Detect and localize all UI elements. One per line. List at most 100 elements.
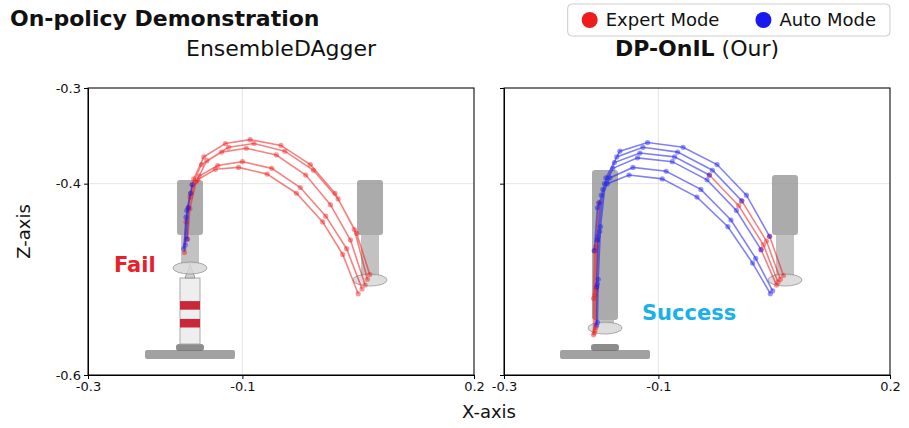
trajectory-point [728, 217, 733, 222]
trajectory-point [308, 162, 313, 167]
trajectory-point [610, 166, 615, 171]
y-axis: -0.3-0.4-0.6 [56, 81, 89, 383]
trajectory-point [282, 149, 287, 154]
trajectory-line [185, 140, 370, 294]
trajectory-point [775, 280, 780, 285]
y-tick-label: -0.4 [56, 176, 81, 191]
trajectory-point [336, 196, 341, 201]
trajectory-point [768, 291, 773, 296]
legend-label: Auto Mode [779, 9, 876, 30]
robot-base-top [176, 344, 204, 351]
trajectory-point [596, 277, 601, 282]
y-tick-mark [84, 375, 88, 376]
grid [504, 88, 890, 375]
y-tick: -0.4 [56, 176, 88, 191]
trajectory-point [739, 198, 744, 203]
series [182, 137, 372, 296]
trajectory-point [645, 140, 650, 145]
trajectory-point [710, 168, 715, 173]
grid-line-x [658, 88, 659, 375]
y-tick-mark [500, 184, 504, 185]
y-axis-title: Z-axis [13, 204, 34, 259]
trajectory-point [698, 187, 703, 192]
trajectory-point [186, 205, 191, 210]
x-axis: -0.3-0.10.2 [492, 375, 901, 394]
trajectory-point [195, 177, 200, 182]
trajectory-point [758, 247, 763, 252]
trajectory-point [596, 234, 601, 239]
trajectory-point [367, 272, 372, 277]
robot-finger [776, 235, 794, 276]
trajectory-point [359, 286, 364, 291]
robot-illustration [145, 180, 387, 359]
trajectory-point [294, 191, 299, 196]
y-tick-mark [84, 184, 88, 185]
trajectory-point [184, 237, 189, 242]
trajectory-point [707, 172, 712, 177]
trajectory-point [183, 215, 188, 220]
x-tick-label: -0.1 [230, 379, 255, 394]
trajectory-point [592, 248, 597, 253]
x-axis-title: X-axis [462, 401, 516, 422]
trajectory-point [612, 160, 617, 165]
trajectory-point [630, 165, 635, 170]
robot-base [560, 350, 650, 359]
trajectory-point [188, 191, 193, 196]
x-axis: -0.3-0.10.2 [76, 375, 485, 394]
x-tick: 0.2 [464, 375, 485, 394]
trajectory-point [181, 246, 186, 251]
tower-stripe [180, 319, 200, 328]
chart: On-policy Demonstration-0.3-0.10.2-0.3-0… [0, 0, 909, 428]
trajectory-point [303, 172, 308, 177]
y-tick [500, 375, 504, 376]
robot-body [357, 180, 383, 235]
trajectory-point [758, 247, 763, 252]
x-tick-label: 0.2 [464, 379, 485, 394]
trajectory-point [595, 320, 600, 325]
trajectory-point [188, 191, 193, 196]
tower-stripe [180, 301, 200, 310]
trajectory-point [244, 146, 249, 151]
trajectory-point [190, 182, 195, 187]
trajectory-point [675, 149, 680, 154]
trajectory-point [605, 181, 610, 186]
trajectory-point [744, 193, 749, 198]
trajectory-line [594, 143, 772, 326]
trajectory-point [204, 158, 209, 163]
x-tick: -0.3 [492, 375, 517, 394]
trajectory-point [320, 219, 325, 224]
trajectory-point [248, 137, 253, 142]
y-tick [500, 184, 504, 185]
trajectory-point [704, 177, 709, 182]
trajectory-point [614, 154, 619, 159]
trajectory-point [660, 176, 665, 181]
trajectory-point [597, 229, 602, 234]
trajectory-point [595, 205, 600, 210]
x-axis-line [505, 376, 891, 380]
trajectory-point [278, 143, 283, 148]
trajectory-point [596, 200, 601, 205]
robot-base-top [591, 344, 619, 351]
trajectory-point [594, 284, 599, 289]
trajectory-point [761, 242, 766, 247]
trajectory-point [635, 155, 640, 160]
plot-background [88, 88, 474, 375]
trajectory-point [251, 141, 256, 146]
trajectory-point [739, 198, 744, 203]
y-tick-mark [500, 375, 504, 376]
tower [180, 278, 200, 344]
trajectory-point [298, 185, 303, 190]
trajectory-point [750, 260, 755, 265]
trajectory-point [767, 234, 772, 239]
trajectory-point [664, 169, 669, 174]
grid-line-y [504, 183, 890, 184]
x-tick-label: -0.3 [492, 379, 517, 394]
y-tick-label: -0.3 [56, 81, 81, 96]
robot-body [772, 175, 798, 235]
trajectory-point [734, 208, 739, 213]
trajectory-point [736, 203, 741, 208]
trajectory-point [274, 152, 279, 157]
trajectory-point [767, 234, 772, 239]
trajectory-point [340, 252, 345, 257]
y-tick: -0.3 [56, 81, 88, 96]
